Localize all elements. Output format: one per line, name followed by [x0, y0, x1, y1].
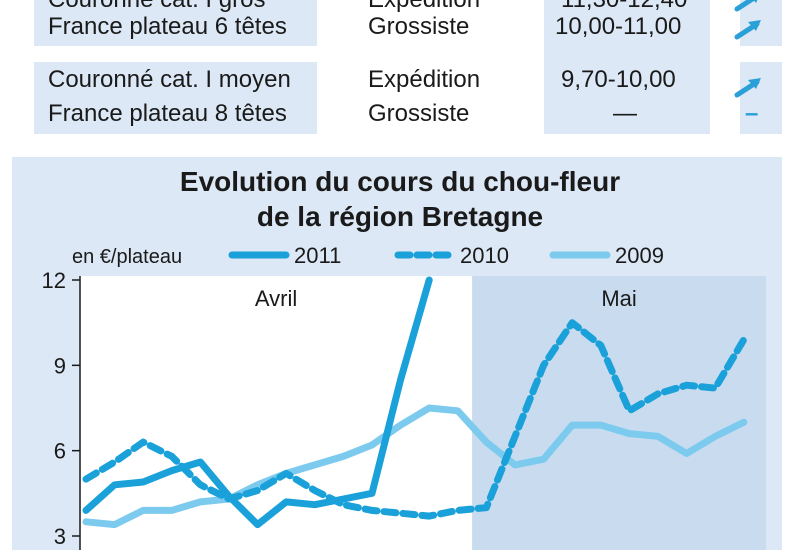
- month-label-may: Mai: [601, 286, 636, 311]
- plot-area-april: [80, 276, 473, 550]
- table-product-column: [34, 0, 317, 46]
- price-table: Couronné cat. I gros Expédition 11,30-12…: [34, 0, 782, 134]
- trend-up-arrow-icon: [734, 78, 761, 98]
- row1-product: Couronné cat. I gros: [48, 0, 265, 14]
- legend-label-2010: 2010: [460, 243, 509, 268]
- trend-up-arrow-icon: [734, 0, 758, 12]
- series-line-2011: [82, 276, 433, 529]
- table-price-column: [544, 0, 710, 134]
- row3-product: Couronné cat. I moyen: [48, 66, 291, 93]
- y-axis-label: en €/plateau: [72, 246, 182, 268]
- y-tick-label: 9: [54, 353, 66, 378]
- trend-stable-icon: –: [745, 100, 759, 127]
- row4-price: —: [613, 100, 637, 127]
- series-line-2009: [82, 404, 748, 529]
- row1-market: Expédition: [368, 0, 480, 14]
- legend-label-2009: 2009: [615, 243, 664, 268]
- row2-market: Grossiste: [368, 13, 470, 40]
- plot-area-may: [472, 276, 766, 550]
- row2-price: 10,00-11,00: [555, 13, 682, 40]
- chart-title-line2: de la région Bretagne: [256, 201, 544, 232]
- trend-up-arrow-icon: [734, 20, 761, 40]
- row4-market: Grossiste: [368, 100, 470, 127]
- y-tick-label: 12: [42, 268, 66, 293]
- table-product-column-b: [34, 62, 317, 134]
- series-line-2010: [82, 319, 748, 520]
- row4-product: France plateau 8 têtes: [48, 100, 287, 127]
- table-trend-column-b: [740, 62, 782, 134]
- row2-product: France plateau 6 têtes: [48, 13, 287, 40]
- y-tick-label: 6: [54, 439, 66, 464]
- y-tick-label: 3: [54, 524, 66, 549]
- row3-price: 9,70-10,00: [561, 66, 676, 93]
- chart-title-line1: Evolution du cours du chou-fleur: [179, 166, 621, 197]
- month-label-april: Avril: [255, 286, 297, 311]
- row3-market: Expédition: [368, 66, 481, 93]
- table-trend-column: [740, 0, 782, 46]
- legend-label-2011: 2011: [294, 243, 341, 268]
- row1-price: 11,30-12,40: [561, 0, 687, 14]
